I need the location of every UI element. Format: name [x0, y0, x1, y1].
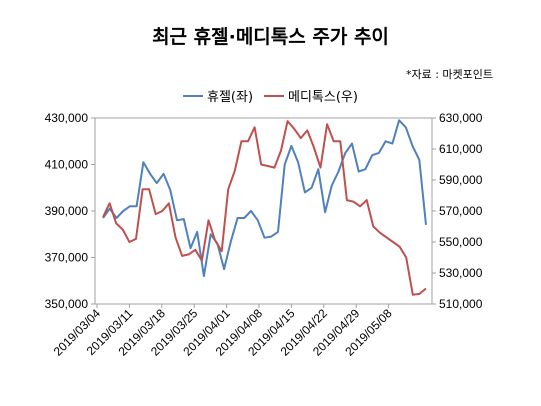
right-tick-label: 570,000 [439, 204, 483, 218]
legend-label: 메디톡스(우) [288, 90, 358, 105]
plot-border [94, 117, 433, 305]
source-note: *자료 : 마켓포인트 [405, 68, 493, 81]
plot-frame [94, 117, 433, 305]
x-axis: 2019/03/042019/03/112019/03/182019/03/25… [51, 304, 395, 359]
right-tick-label: 610,000 [439, 142, 483, 156]
left-tick-label: 350,000 [45, 297, 89, 311]
series-lines [102, 119, 427, 296]
left-axis: 350,000 370,000 390,000 410,000 430,000 [45, 111, 95, 311]
series-line-2 [102, 120, 427, 296]
left-tick-label: 430,000 [45, 111, 89, 125]
right-tick-label: 630,000 [439, 111, 483, 125]
left-tick-label: 410,000 [45, 158, 89, 172]
chart-title: 최근 휴젤·메디톡스 주가 추이 [152, 26, 389, 48]
legend-label: 휴젤(좌) [207, 90, 253, 105]
series-line-1 [102, 119, 427, 278]
legend: 휴젤(좌) 메디톡스(우) [183, 90, 358, 105]
right-tick-label: 510,000 [439, 297, 483, 311]
right-tick-label: 550,000 [439, 235, 483, 249]
right-tick-label: 530,000 [439, 266, 483, 280]
right-tick-label: 590,000 [439, 173, 483, 187]
right-axis: 510,000 530,000 550,000 570,000 590,000 610,0… [432, 111, 483, 311]
left-tick-label: 370,000 [45, 251, 89, 265]
left-tick-label: 390,000 [45, 204, 89, 218]
